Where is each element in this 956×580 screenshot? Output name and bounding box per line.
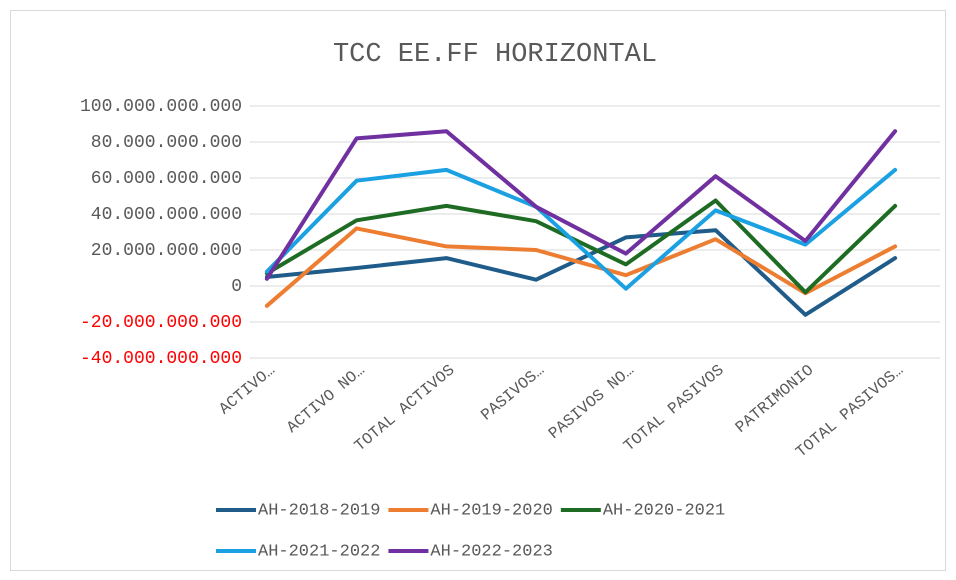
y-tick-label: 0 [231,277,242,297]
series-line [264,198,898,295]
y-tick-label: 40.000.000.000 [91,205,242,225]
y-tick-label: 60.000.000.000 [91,169,242,189]
series-line [264,167,898,291]
y-tick-label: 80.000.000.000 [91,133,242,153]
legend-label: AH-2022-2023 [430,542,552,561]
y-tick-label: -20.000.000.000 [80,313,242,333]
legend-label: AH-2018-2019 [258,501,380,520]
series-line [264,226,898,308]
y-tick-label: 20.000.000.000 [91,241,242,261]
chart-border [10,10,946,571]
legend-label: AH-2021-2022 [258,542,380,561]
y-tick-label: 100.000.000.000 [80,97,242,117]
legend-label: AH-2019-2020 [430,501,552,520]
legend-label: AH-2020-2021 [603,501,725,520]
y-tick-label: -40.000.000.000 [80,349,242,369]
series-line [264,228,898,317]
series-line [264,129,898,281]
chart-title: TCC EE.FF HORIZONTAL [333,40,657,70]
